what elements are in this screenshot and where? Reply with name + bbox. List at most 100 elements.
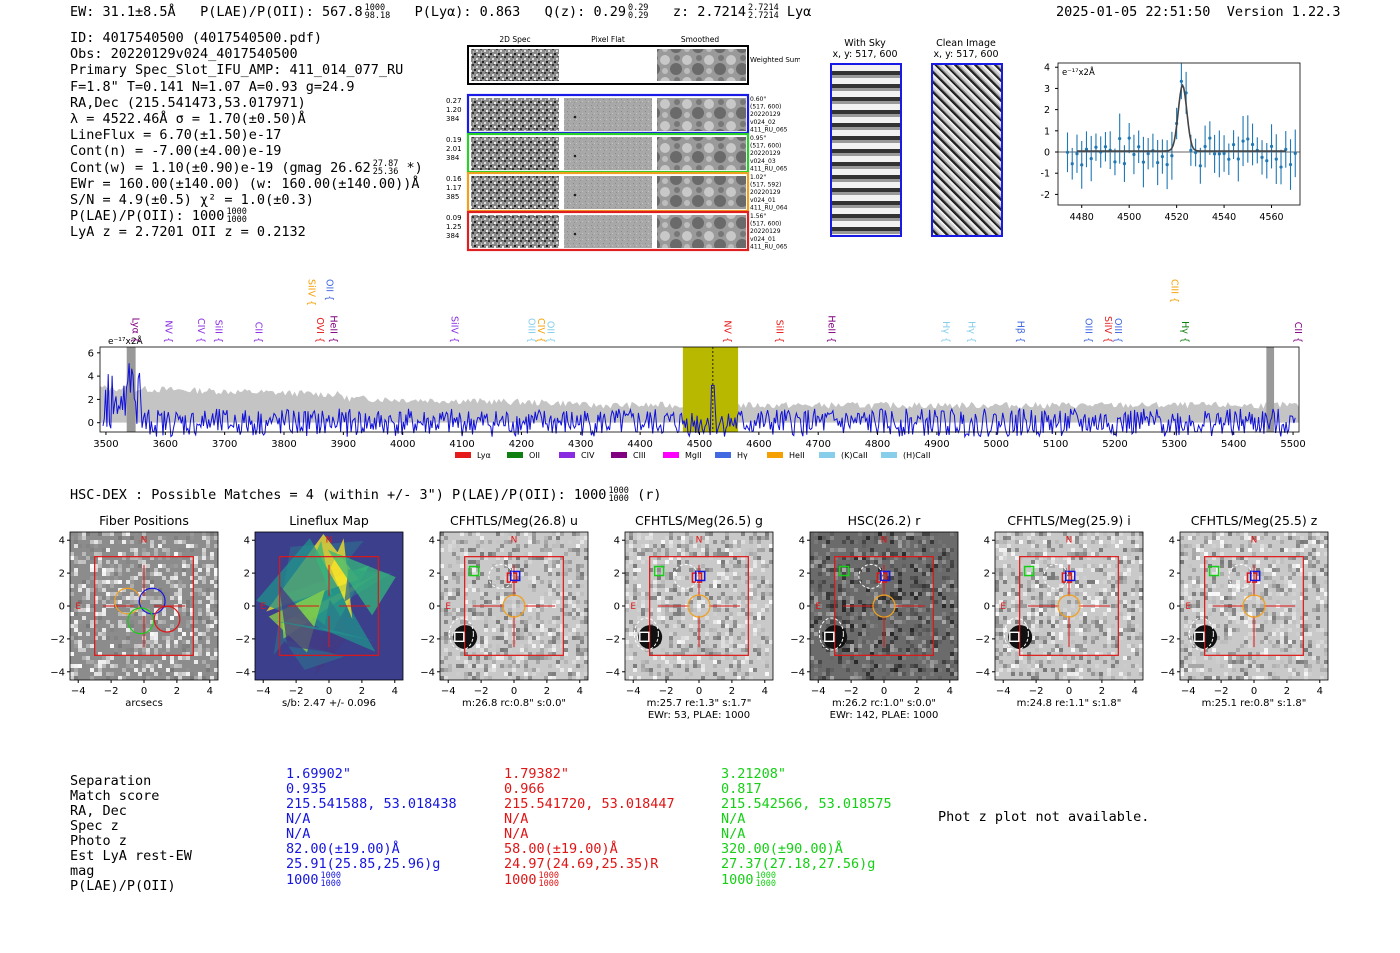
match-column: 1.69902" 0.935 215.541588, 53.018438 N/A N/A…: [286, 767, 457, 889]
match-value: 1.79382": [504, 766, 570, 782]
zoom-point: [1222, 151, 1226, 156]
spectral-line-label: Hγ {: [965, 321, 976, 343]
zoom-point: [1227, 157, 1231, 161]
panel-caption: m:26.8 rc:0.8" s:0.0": [462, 698, 566, 709]
spectral-line-label: HeII {: [327, 315, 338, 343]
legend-label: (K)CaII: [841, 451, 868, 460]
zoom-point: [1208, 136, 1212, 140]
clean-image-xy: x, y: 517, 600: [933, 49, 999, 60]
spectral-line-label: SiIV {: [448, 316, 459, 343]
north-label: N: [881, 536, 888, 546]
hsc-title: HSC-DEX : Possible Matches = 4 (within +…: [70, 486, 662, 504]
spectral-line-label: OVI {: [314, 317, 325, 343]
match-value: N/A: [504, 811, 529, 827]
masked-region: [1266, 347, 1275, 432]
catalog-ellipse: [1228, 563, 1254, 589]
cutout-row-right: v024_02: [750, 119, 776, 126]
north-label: N: [141, 536, 148, 546]
with-sky-image: [830, 63, 902, 237]
col-title-2dspec: 2D Spec: [499, 35, 530, 44]
cutout-row-right: 411_RU_065: [750, 243, 788, 250]
detection-info: ID: 4017540500 (4017540500.pdf) Obs: 202…: [70, 30, 423, 241]
match-marker-green: [838, 565, 850, 577]
panel-xtick: 4: [392, 686, 398, 697]
label-match-score: Match score: [70, 788, 160, 804]
panel-xtick: 0: [696, 686, 702, 697]
cutout-row-left: 384: [446, 154, 460, 162]
spec-xtick: 3700: [212, 439, 237, 450]
legend-swatch: [819, 452, 835, 458]
spec-xtick: 3900: [331, 439, 356, 450]
panel-ytick: 0: [244, 602, 250, 613]
zoom-point: [1070, 162, 1074, 166]
cutout-row-left: 2.01: [446, 145, 462, 153]
match-value: 0.966: [504, 781, 545, 797]
north-label: N: [511, 536, 518, 546]
match-marker-green: [1023, 565, 1035, 577]
imaging-panel: CFHTLS/Meg(26.8) u N E −4 4 −2 2 0 0 2 −2 4 −4 m:26.8…: [420, 513, 589, 709]
zoom-xtick: 4480: [1070, 212, 1094, 223]
legend-swatch: [715, 452, 731, 458]
zoom-point: [1089, 156, 1093, 161]
spectral-line-label: OIII {: [526, 318, 537, 343]
panel-ytick: 2: [1169, 569, 1175, 580]
panel-xtick: 4: [947, 686, 953, 697]
version: Version 1.22.3: [1226, 4, 1341, 20]
zoom-point: [1293, 151, 1297, 155]
panel-caption: s/b: 2.47 +/- 0.096: [282, 698, 376, 709]
z-line-name: Lyα: [786, 4, 812, 20]
panel-xtick: 2: [914, 686, 920, 697]
legend-label: MgII: [685, 451, 702, 460]
match-value: 3.21208": [721, 766, 787, 782]
panel-xtick: 0: [141, 686, 147, 697]
cutout-row-right: 1.56": [750, 213, 766, 220]
match-value: 320.00(±90.00)Å: [721, 841, 843, 857]
info-lineflux: LineFlux = 6.70(±1.50)e-17: [70, 127, 282, 144]
with-sky-panel: With Sky x, y: 517, 600: [828, 38, 902, 60]
panel-xtick: 2: [1284, 686, 1290, 697]
spectral-line-label: CII {: [253, 322, 264, 343]
zoom-point: [1137, 145, 1141, 149]
panel-caption: m:25.7 re:1.3" s:1.7": [647, 698, 752, 709]
spec-ytick: 2: [88, 395, 94, 406]
match-marker-green: [653, 565, 665, 577]
panel-title: CFHTLS/Meg(25.9) i: [1007, 513, 1131, 528]
match-marker-green: [468, 565, 480, 577]
zoom-point: [1198, 164, 1202, 168]
spec-xtick: 5000: [984, 439, 1009, 450]
fiber-circle: [127, 607, 155, 635]
panel-xtick: 0: [1066, 686, 1072, 697]
spectral-line-label-top: SiIV {: [305, 279, 316, 306]
legend-swatch: [507, 452, 523, 458]
zoom-point: [1103, 145, 1108, 149]
info-radec: RA,Dec (215.541473,53.017971): [70, 94, 306, 111]
imaging-panel: HSC(26.2) r N E −4 4 −2 2 0 0 2 −2 4 −4 m:26.2 rc:1.0…: [790, 513, 959, 721]
panel-ytick: 4: [799, 536, 805, 547]
info-id: ID: 4017540500 (4017540500.pdf): [70, 30, 322, 46]
cutout-row-left: 0.09: [446, 214, 462, 222]
cutout-row-right: 0.95": [750, 135, 766, 142]
cutout-row-right: v024_01: [750, 197, 776, 204]
spectral-line-label: Hβ {: [1015, 321, 1026, 343]
zoom-xtick: 4560: [1259, 212, 1283, 223]
panel-xtick: 4: [1317, 686, 1323, 697]
zoom-point: [1080, 163, 1084, 167]
info-fiber: F=1.8" T=0.141 N=1.07 A=0.93 g=24.9: [70, 78, 355, 95]
catalog-ellipse: [818, 617, 844, 651]
panel-xtick: −2: [844, 686, 859, 697]
panel-ytick: −2: [975, 634, 990, 645]
panel-xtick: 0: [881, 686, 887, 697]
panel-xtick: −4: [1181, 686, 1196, 697]
aperture-ellipse: [1057, 594, 1081, 618]
match-value: N/A: [721, 826, 746, 842]
fiber-circle: [153, 605, 181, 633]
east-label: E: [1185, 602, 1191, 612]
clean-image: [931, 63, 1003, 237]
panel-xtick: 0: [511, 686, 517, 697]
spectrum-legend: Lyα OII CIV CIII MgII Hγ HeII (K)CaII (H)CaII: [455, 451, 930, 460]
panel-xtick: −4: [811, 686, 826, 697]
panel-xtick: −2: [474, 686, 489, 697]
legend-swatch: [663, 452, 679, 458]
zoom-point: [1284, 147, 1288, 151]
